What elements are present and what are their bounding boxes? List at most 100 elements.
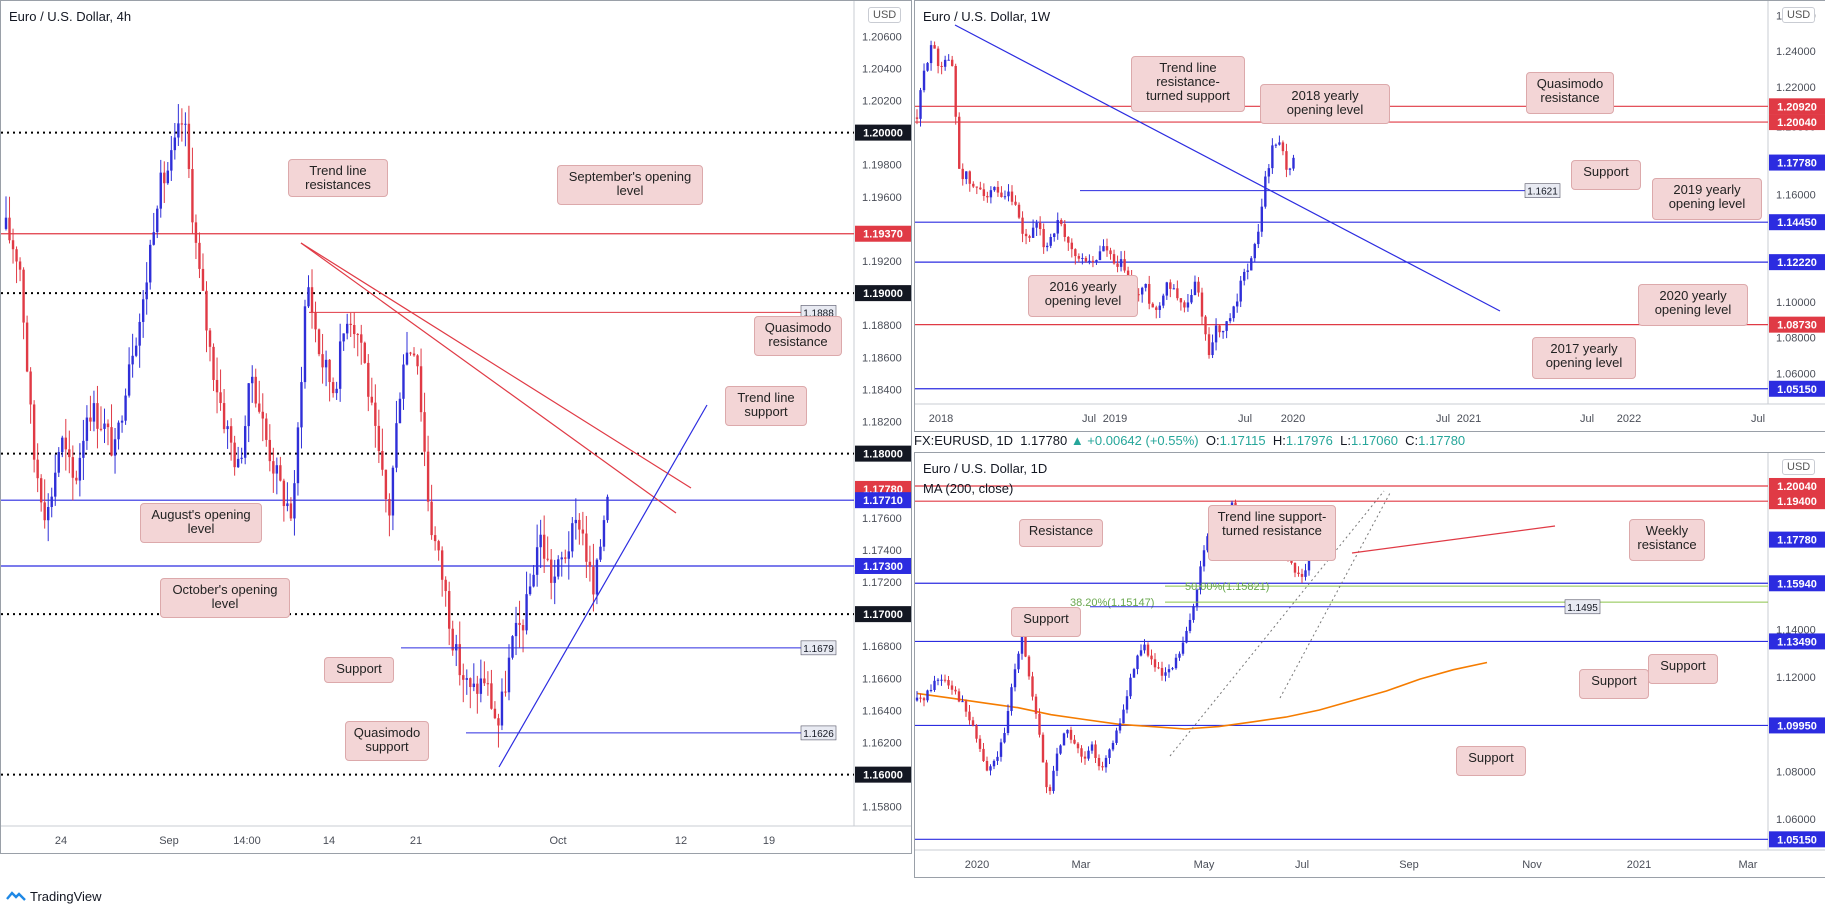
candle-body (64, 437, 67, 450)
candle-body (1104, 757, 1108, 768)
candle-body (1160, 667, 1164, 676)
candle-body (120, 420, 124, 423)
ma-legend[interactable]: MA (200, close) (923, 481, 1014, 496)
candle-body (141, 299, 145, 322)
price-tick-label: 1.16000 (1776, 189, 1816, 201)
currency-badge[interactable]: USD (868, 7, 902, 23)
candle-body (247, 383, 250, 427)
level-price-label: 1.17780 (1777, 535, 1817, 547)
time-tick-label: Jul (1295, 859, 1309, 871)
candle-body (261, 411, 264, 419)
candle-body (915, 697, 919, 701)
candle-body (1105, 246, 1109, 251)
candle-body (1081, 257, 1084, 259)
candle-body (581, 529, 585, 534)
candle-body (1195, 589, 1199, 607)
level-price-tag (1769, 831, 1825, 848)
currency-badge[interactable]: USD (1782, 459, 1816, 475)
candle-body (971, 720, 975, 726)
candle-body (71, 457, 75, 478)
low-value: 1.17060 (1350, 433, 1398, 448)
level-price-label: 1.12220 (1777, 257, 1817, 269)
candle-body (447, 591, 451, 629)
price-tick-label: 1.19200 (862, 256, 902, 268)
candle-body (1218, 325, 1221, 333)
candle-body (1243, 271, 1246, 281)
chart-1w-panel[interactable]: 1.260001.240001.220001.198001.160001.100… (914, 0, 1825, 432)
candle-body (1174, 657, 1178, 669)
candle-body (423, 412, 426, 452)
candle-body (1041, 734, 1045, 763)
candle-body (177, 123, 180, 138)
candle-body (1090, 744, 1094, 751)
candle-body (258, 403, 261, 412)
candle-body (1126, 270, 1130, 277)
candle-body (964, 701, 968, 712)
footer-brand[interactable]: TradingView (6, 889, 102, 904)
candle-body (1253, 244, 1256, 259)
callout-weekly-resistance: Weekly resistance (1629, 519, 1705, 561)
candle-body (1067, 236, 1070, 243)
candle-body (89, 417, 92, 422)
callout-support-4: Support (1456, 746, 1526, 776)
candle-body (212, 346, 215, 380)
candle-body (451, 628, 454, 651)
candle-body (405, 352, 409, 365)
candle-body (1239, 280, 1242, 302)
candle-body (1049, 236, 1052, 246)
candle-body (156, 208, 159, 233)
callout-support-3: Support (1648, 654, 1718, 684)
candle-body (1179, 298, 1183, 303)
candle-body (1153, 659, 1157, 668)
candle-body (1052, 770, 1055, 792)
level-price-label: 1.20000 (863, 128, 903, 140)
candle-body (236, 458, 240, 468)
candle-body (54, 472, 57, 497)
candle-body (233, 442, 236, 468)
candle-body (310, 287, 314, 313)
candle-body (507, 657, 511, 693)
level-price-tag (1769, 154, 1825, 171)
price-tick-label: 1.17600 (862, 513, 902, 525)
candle-body (1074, 249, 1077, 257)
high-value: 1.17976 (1285, 433, 1333, 448)
time-tick-label: 19 (763, 835, 775, 847)
candle-body (324, 359, 328, 368)
level-price-tag (1769, 493, 1825, 510)
candle-body (1003, 733, 1006, 743)
open-value: 1.17115 (1219, 433, 1266, 448)
candle-body (1115, 730, 1118, 743)
candle-body (377, 425, 381, 452)
level-price-tag (1769, 316, 1825, 333)
candle-body (1235, 301, 1239, 307)
candle-body (1228, 318, 1232, 322)
candle-body (926, 63, 929, 71)
level-price-label: 1.05150 (1777, 834, 1817, 846)
candle-body (1003, 196, 1007, 198)
time-tick-label: May (1194, 859, 1215, 871)
candle-body (1088, 260, 1091, 262)
candle-body (1264, 176, 1267, 207)
candle-body (462, 675, 465, 680)
price-tick-label: 1.08000 (1776, 333, 1816, 345)
chart-4h-panel[interactable]: 1.20600 1.20400 1.20200 1.19800 1.19600 1.192… (0, 0, 912, 854)
candle-body (1144, 283, 1147, 288)
candle-body (159, 172, 162, 209)
candle-body (985, 760, 989, 771)
candle-body (1006, 711, 1010, 734)
candle-body (1183, 302, 1186, 308)
callout-support-2: Support (1579, 669, 1649, 699)
candle-body (356, 334, 359, 336)
callout-quasimodo-resistance: Quasimodo resistance (754, 316, 842, 356)
chart-1d-panel[interactable]: 1.14000 1.12000 1.08000 1.06000 2020 Mar May Ju… (914, 452, 1825, 878)
callout-trend-line-resistance-turned-support: Trend line resistance-turned support (1131, 56, 1245, 112)
candle-body (289, 503, 293, 519)
candle-body (1278, 142, 1281, 145)
candle-body (1207, 334, 1211, 356)
currency-badge[interactable]: USD (1782, 7, 1816, 23)
callout-quasimodo-resistance: Quasimodo resistance (1526, 72, 1614, 114)
candle-body (1045, 762, 1048, 788)
candle-body (47, 507, 50, 521)
price-tick-label: 1.20200 (862, 96, 902, 108)
candle-body (1225, 321, 1228, 331)
